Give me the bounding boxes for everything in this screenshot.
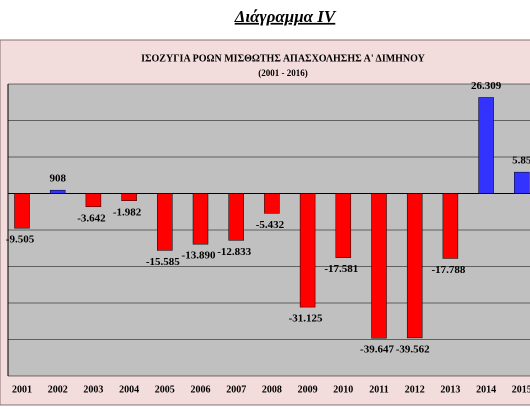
x-tick-label: 2008 bbox=[262, 384, 282, 395]
data-label: -3.642 bbox=[77, 212, 106, 224]
data-label: -13.890 bbox=[182, 250, 216, 262]
bar bbox=[335, 193, 352, 258]
bar bbox=[371, 193, 387, 339]
x-tick-label: 2004 bbox=[119, 384, 139, 395]
bar bbox=[157, 193, 173, 251]
bar bbox=[228, 193, 244, 241]
x-tick-label: 2001 bbox=[12, 384, 32, 395]
x-tick-label: 2015 bbox=[512, 384, 530, 395]
data-label: -39.647 bbox=[360, 344, 394, 356]
bar bbox=[478, 97, 494, 194]
x-tick-label: 2007 bbox=[226, 384, 246, 395]
data-label: -9.505 bbox=[6, 234, 35, 246]
x-tick-label: 2002 bbox=[48, 384, 68, 395]
bar bbox=[192, 193, 209, 245]
page-heading: Διάγραμμα IV bbox=[234, 7, 337, 26]
data-label: 5.85 bbox=[512, 155, 530, 167]
x-tick-label: 2012 bbox=[405, 384, 425, 395]
x-tick-label: 2013 bbox=[440, 384, 460, 395]
x-tick-label: 2010 bbox=[333, 384, 353, 395]
bar bbox=[85, 193, 102, 208]
x-tick-label: 2009 bbox=[298, 384, 318, 395]
x-tick-label: 2011 bbox=[369, 384, 388, 395]
bar bbox=[514, 171, 530, 194]
x-tick-label: 2005 bbox=[155, 384, 175, 395]
data-label: -1.982 bbox=[113, 206, 142, 218]
chart-title: ΙΣΟΖΥΓΙΑ ΡΟΩΝ ΜΙΣΘΩΤΗΣ ΑΠΑΣΧΟΛΗΣΗΣ Α' ΔΙ… bbox=[141, 53, 426, 64]
data-label: -39.562 bbox=[396, 343, 430, 355]
data-label: -15.585 bbox=[146, 256, 180, 268]
data-label: 26.309 bbox=[471, 80, 502, 92]
x-tick-label: 2006 bbox=[191, 384, 211, 395]
x-tick-label: 2014 bbox=[476, 384, 496, 395]
bar bbox=[264, 193, 280, 214]
bar bbox=[14, 193, 30, 229]
bar bbox=[442, 193, 459, 259]
data-label: -17.788 bbox=[431, 264, 465, 276]
bar bbox=[299, 193, 316, 308]
bar bbox=[406, 193, 423, 339]
x-tick-label: 2003 bbox=[83, 384, 103, 395]
data-label: -12.833 bbox=[217, 246, 251, 258]
data-label: -17.581 bbox=[324, 263, 358, 275]
chart-subtitle: (2001 - 2016) bbox=[258, 68, 308, 78]
bar bbox=[121, 193, 137, 201]
data-label: -5.432 bbox=[256, 219, 285, 231]
bar bbox=[49, 189, 66, 194]
data-label: -31.125 bbox=[289, 313, 323, 325]
data-label: 908 bbox=[49, 173, 66, 185]
